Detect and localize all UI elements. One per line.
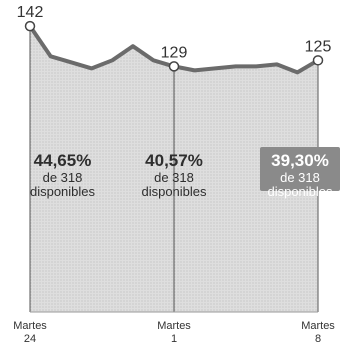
peak-value-label-3: 125 — [305, 38, 332, 55]
point-marker-1 — [24, 20, 36, 32]
percent-label-2: 40,57% — [145, 151, 203, 170]
x-tick-label-3: Martes — [301, 320, 335, 332]
x-tick-sublabel-2: 1 — [171, 333, 177, 345]
percent-label-1: 44,65% — [34, 151, 92, 170]
available-label-3: disponibles — [267, 184, 333, 199]
of-total-label-3: de 318 — [280, 170, 320, 185]
of-total-label-2: de 318 — [154, 170, 194, 185]
x-tick-label-1: Martes — [13, 320, 47, 332]
x-tick-label-2: Martes — [157, 320, 191, 332]
peak-value-label-1: 142 — [17, 4, 44, 21]
available-label-1: disponibles — [30, 184, 96, 199]
point-marker-2 — [168, 61, 180, 72]
peak-value-label-2: 129 — [161, 44, 188, 61]
x-tick-sublabel-1: 24 — [24, 333, 36, 345]
of-total-label-1: de 318 — [43, 170, 83, 185]
available-label-2: disponibles — [141, 184, 207, 199]
x-tick-sublabel-3: 8 — [315, 333, 321, 345]
highlight-box — [260, 147, 340, 191]
point-marker-3 — [312, 55, 324, 66]
percent-label-3: 39,30% — [271, 151, 329, 170]
